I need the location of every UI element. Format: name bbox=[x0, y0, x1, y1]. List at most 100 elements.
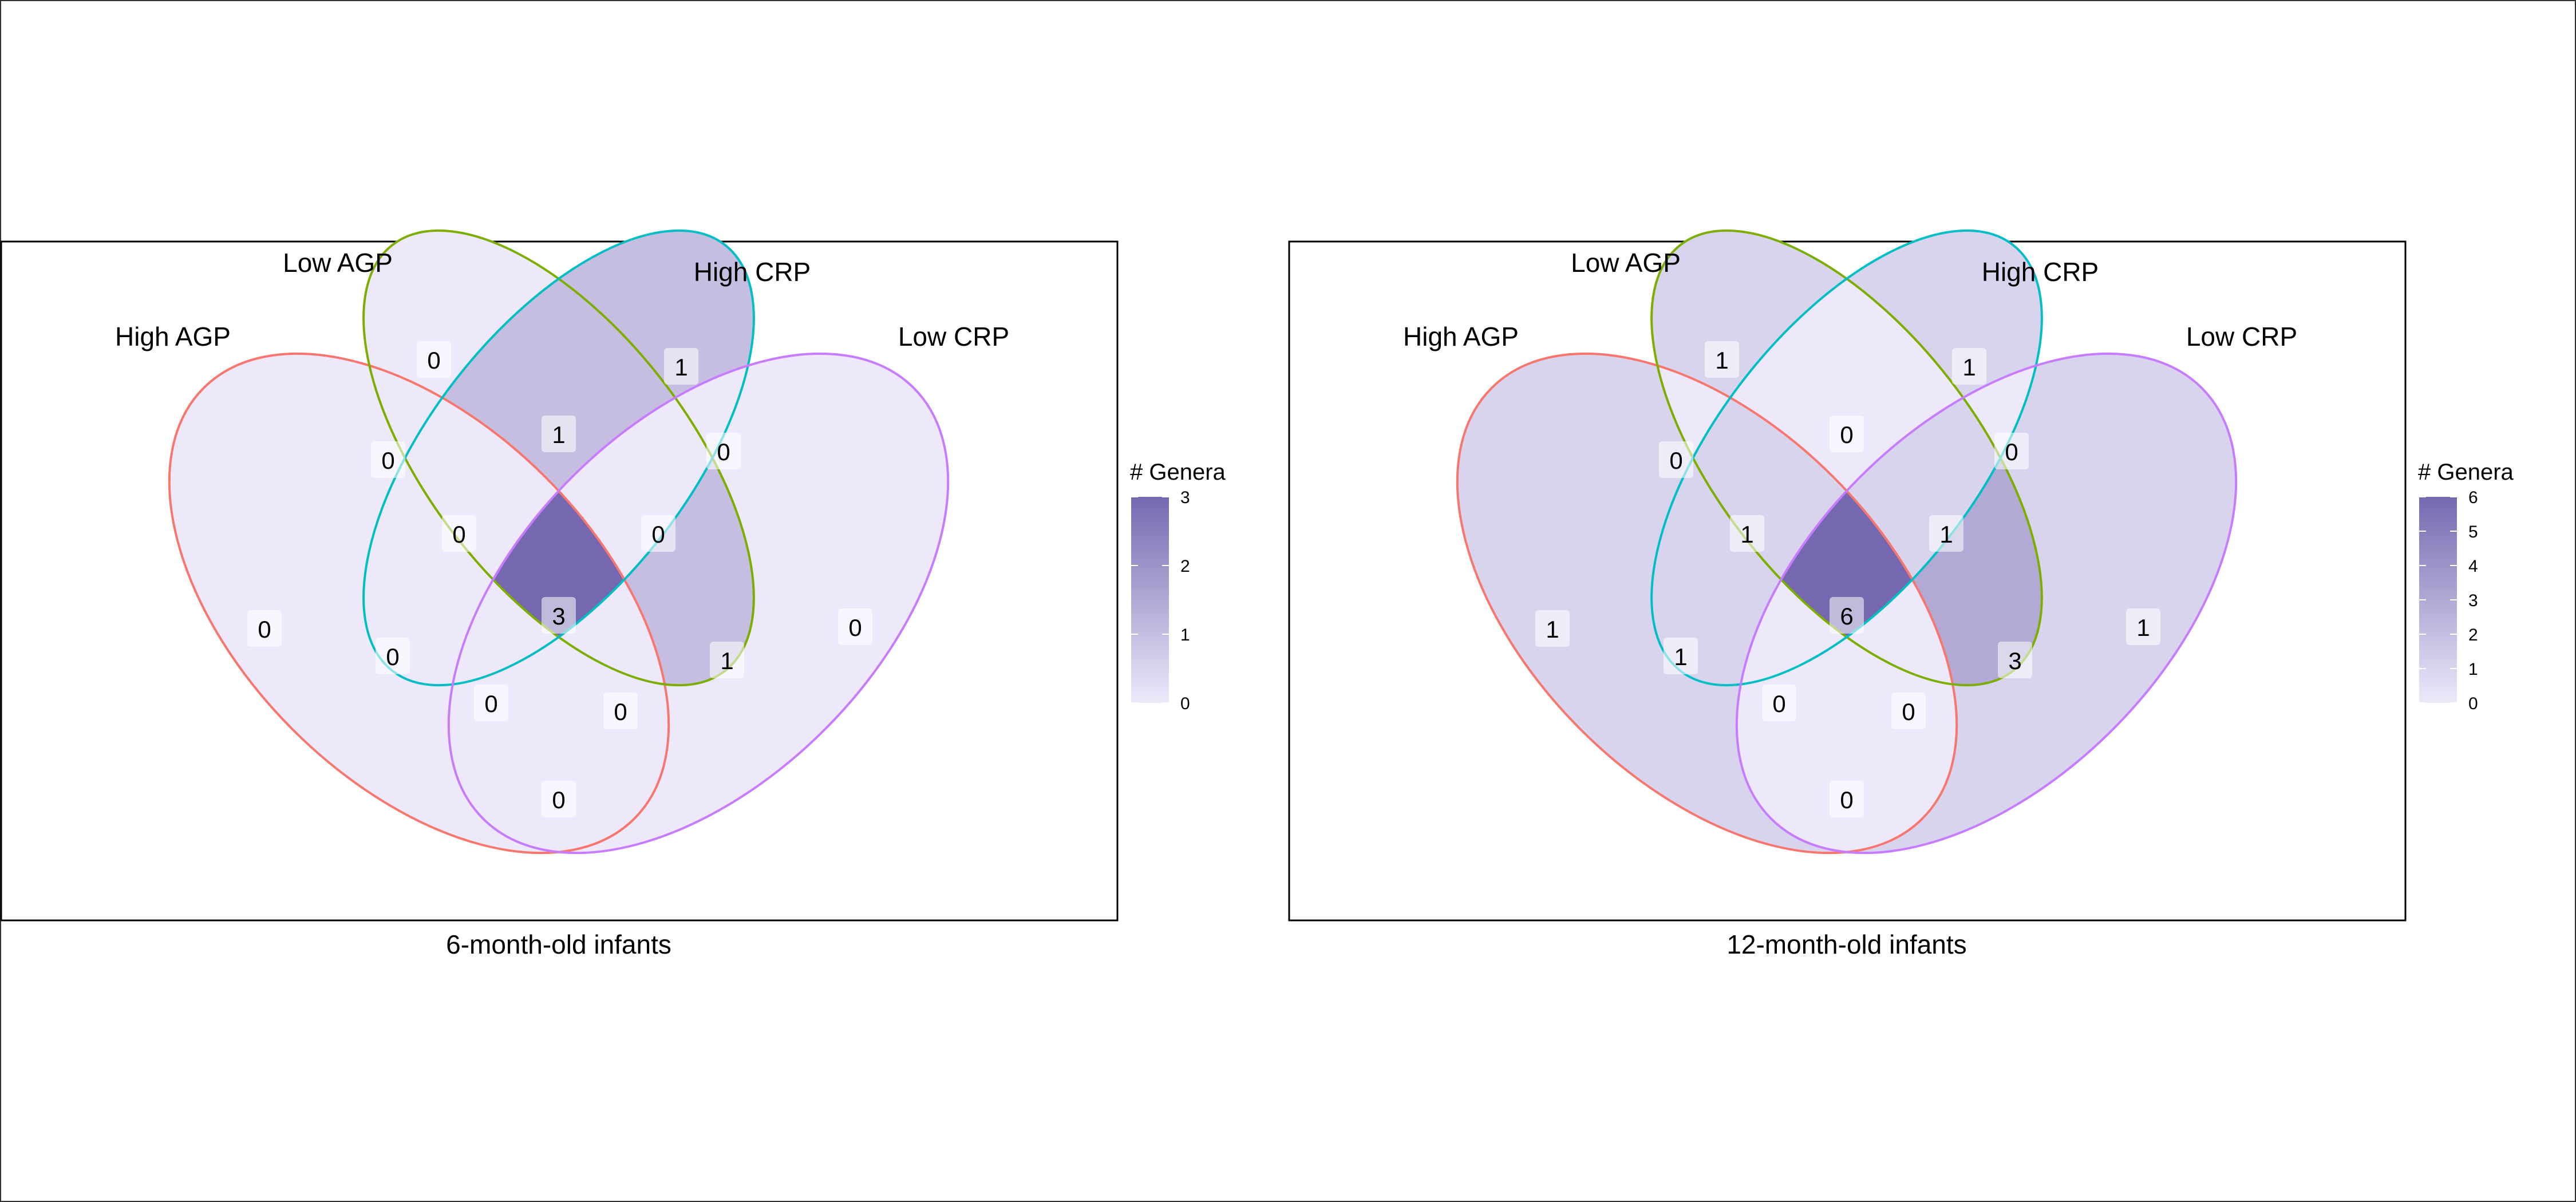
region-label-bg bbox=[1705, 341, 1739, 378]
region-label-bg bbox=[417, 341, 451, 378]
region-label-bg bbox=[542, 597, 576, 634]
region-value: 1 bbox=[674, 354, 688, 381]
region-label-bg bbox=[442, 515, 476, 552]
set-outline-high-agp bbox=[168, 352, 670, 855]
region-label-abd: 0 bbox=[1891, 693, 1926, 729]
region-label-bg bbox=[542, 416, 576, 452]
region-label-ad: 0 bbox=[1830, 781, 1864, 817]
region-label-bg bbox=[1664, 638, 1698, 674]
legend-tick-label: 2 bbox=[2468, 626, 2478, 645]
region-label-abc: 1 bbox=[1730, 515, 1764, 552]
region-value: 0 bbox=[427, 347, 440, 374]
legend-tick-label: 1 bbox=[2468, 660, 2478, 679]
region-label-bg bbox=[1730, 515, 1764, 552]
region-label-bd: 1 bbox=[710, 642, 744, 678]
region-label-bg bbox=[1830, 416, 1864, 452]
region-value: 1 bbox=[2136, 614, 2150, 641]
region-label-d: 0 bbox=[838, 608, 872, 645]
region-label-bcd: 1 bbox=[1929, 515, 1963, 552]
set-label-low-agp: Low AGP bbox=[283, 248, 393, 278]
region-value: 0 bbox=[717, 438, 730, 465]
legend-tick-label: 0 bbox=[1180, 694, 1190, 713]
legend-tick-label: 3 bbox=[1180, 488, 1190, 507]
region-label-bg bbox=[838, 608, 872, 645]
region-label-bg bbox=[1762, 685, 1796, 721]
region-label-bg bbox=[371, 441, 405, 478]
venn-panel-1: High AGP Low AGP High CRP Low CRP 0 0 1 0 0 1 0 0 0 1… bbox=[0, 218, 1226, 959]
region-label-bg bbox=[376, 638, 410, 674]
region-label-bg bbox=[706, 433, 741, 469]
region-label-bg bbox=[664, 348, 698, 385]
region-value: 6 bbox=[1840, 603, 1853, 630]
region-label-abd: 0 bbox=[603, 693, 638, 729]
region-label-bg bbox=[603, 693, 638, 729]
set-outline-low-crp bbox=[1735, 352, 2238, 855]
region-value: 0 bbox=[1902, 698, 1915, 725]
region-value: 0 bbox=[258, 616, 271, 643]
legend-title: # Genera bbox=[1130, 460, 1226, 485]
region-value: 0 bbox=[1840, 421, 1853, 448]
region-label-d: 1 bbox=[2126, 608, 2160, 645]
region-value: 0 bbox=[848, 614, 862, 641]
region-label-bg bbox=[1998, 642, 2032, 678]
region-label-bc: 1 bbox=[542, 416, 576, 452]
region-label-bc: 0 bbox=[1830, 416, 1864, 452]
legend: # Genera 0 1 2 3 bbox=[1130, 460, 1226, 713]
region-label-bg bbox=[1891, 693, 1926, 729]
region-value: 0 bbox=[552, 786, 565, 813]
region-label-abc: 0 bbox=[442, 515, 476, 552]
set-label-high-agp: High AGP bbox=[1403, 322, 1519, 351]
region-value: 1 bbox=[1674, 643, 1687, 670]
region-label-abcd: 3 bbox=[542, 597, 576, 634]
legend-colorbar bbox=[1131, 497, 1169, 703]
region-label-bg bbox=[710, 642, 744, 678]
region-label-acd: 0 bbox=[1762, 685, 1796, 721]
region-label-cd: 0 bbox=[1994, 433, 2029, 469]
legend: # Genera 0 1 2 3 4 5 6 bbox=[2418, 460, 2514, 713]
region-label-b: 0 bbox=[417, 341, 451, 378]
region-label-ab: 0 bbox=[371, 441, 405, 478]
region-value: 1 bbox=[1740, 521, 1753, 548]
region-label-c: 1 bbox=[664, 348, 698, 385]
set-label-low-agp: Low AGP bbox=[1571, 248, 1681, 278]
region-label-abcd: 6 bbox=[1830, 597, 1864, 634]
region-label-bg bbox=[1535, 610, 1570, 647]
region-label-cd: 0 bbox=[706, 433, 741, 469]
region-label-ad: 0 bbox=[542, 781, 576, 817]
region-value: 0 bbox=[651, 521, 665, 548]
region-label-bg bbox=[1659, 441, 1693, 478]
region-label-bcd: 0 bbox=[641, 515, 675, 552]
legend-title: # Genera bbox=[2418, 460, 2514, 485]
set-label-low-crp: Low CRP bbox=[898, 322, 1009, 351]
region-label-bg bbox=[1830, 597, 1864, 634]
region-label-b: 1 bbox=[1705, 341, 1739, 378]
region-value: 0 bbox=[484, 690, 497, 717]
set-outline-low-crp bbox=[447, 352, 950, 855]
region-value: 1 bbox=[552, 421, 565, 448]
region-label-ac: 1 bbox=[1664, 638, 1698, 674]
region-label-c: 1 bbox=[1952, 348, 1986, 385]
panel-caption: 6-month-old infants bbox=[446, 930, 671, 959]
region-value: 1 bbox=[1962, 354, 1976, 381]
region-label-bd: 3 bbox=[1998, 642, 2032, 678]
set-label-low-crp: Low CRP bbox=[2186, 322, 2297, 351]
region-value: 0 bbox=[2005, 438, 2018, 465]
region-label-bg bbox=[1952, 348, 1986, 385]
region-label-bg bbox=[1830, 781, 1864, 817]
region-value: 3 bbox=[552, 603, 565, 630]
region-label-ab: 0 bbox=[1659, 441, 1693, 478]
region-label-bg bbox=[2126, 608, 2160, 645]
region-label-bg bbox=[542, 781, 576, 817]
region-label-bg bbox=[1929, 515, 1963, 552]
set-outline-high-agp bbox=[1456, 352, 1958, 855]
region-label-acd: 0 bbox=[474, 685, 508, 721]
venn-panel-2: High AGP Low AGP High CRP Low CRP 1 1 1 1 0 0 0 0 1 3… bbox=[1288, 218, 2514, 959]
region-value: 0 bbox=[381, 447, 394, 474]
region-value: 1 bbox=[1939, 521, 1953, 548]
legend-tick-label: 3 bbox=[2468, 591, 2478, 610]
region-value: 1 bbox=[1546, 616, 1559, 643]
region-label-bg bbox=[247, 610, 282, 647]
legend-tick-label: 0 bbox=[2468, 694, 2478, 713]
region-value: 0 bbox=[1840, 786, 1853, 813]
